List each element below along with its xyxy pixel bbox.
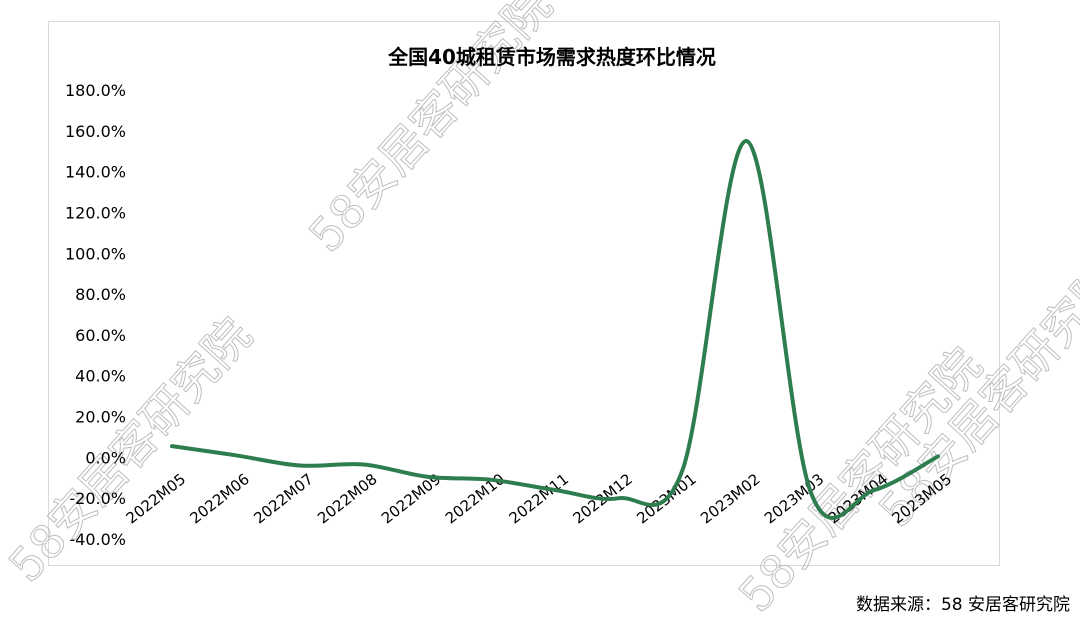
y-tick-label: 0.0% bbox=[85, 448, 126, 467]
chart-title: 全国40城租赁市场需求热度环比情况 bbox=[387, 45, 716, 69]
y-tick-label: 20.0% bbox=[75, 408, 126, 427]
chart-frame bbox=[48, 21, 1000, 566]
x-tick-label: 2022M11 bbox=[506, 470, 572, 527]
watermark-text: 58安居客研究院 bbox=[0, 308, 262, 593]
x-tick-label: 2022M07 bbox=[250, 470, 316, 527]
x-tick-label: 2023M02 bbox=[697, 470, 763, 527]
y-tick-label: 60.0% bbox=[75, 326, 126, 345]
y-tick-label: 120.0% bbox=[65, 203, 126, 222]
y-tick-label: 180.0% bbox=[65, 81, 126, 100]
y-tick-label: 100.0% bbox=[65, 244, 126, 263]
y-tick-label: -40.0% bbox=[69, 530, 126, 549]
source-note: 数据来源：58 安居客研究院 bbox=[855, 595, 1070, 615]
y-tick-label: 140.0% bbox=[65, 163, 126, 182]
x-tick-label: 2022M06 bbox=[187, 470, 253, 527]
y-tick-label: -20.0% bbox=[69, 489, 126, 508]
y-tick-label: 40.0% bbox=[75, 367, 126, 386]
y-tick-label: 80.0% bbox=[75, 285, 126, 304]
y-tick-label: 160.0% bbox=[65, 122, 126, 141]
y-axis-ticks: 180.0% 160.0% 140.0% 120.0% 100.0% 80.0% 60.0%… bbox=[65, 81, 126, 549]
series-line bbox=[170, 139, 940, 520]
watermark-text: 58安居客研究院 bbox=[298, 0, 562, 262]
x-tick-label: 2022M08 bbox=[314, 470, 380, 527]
